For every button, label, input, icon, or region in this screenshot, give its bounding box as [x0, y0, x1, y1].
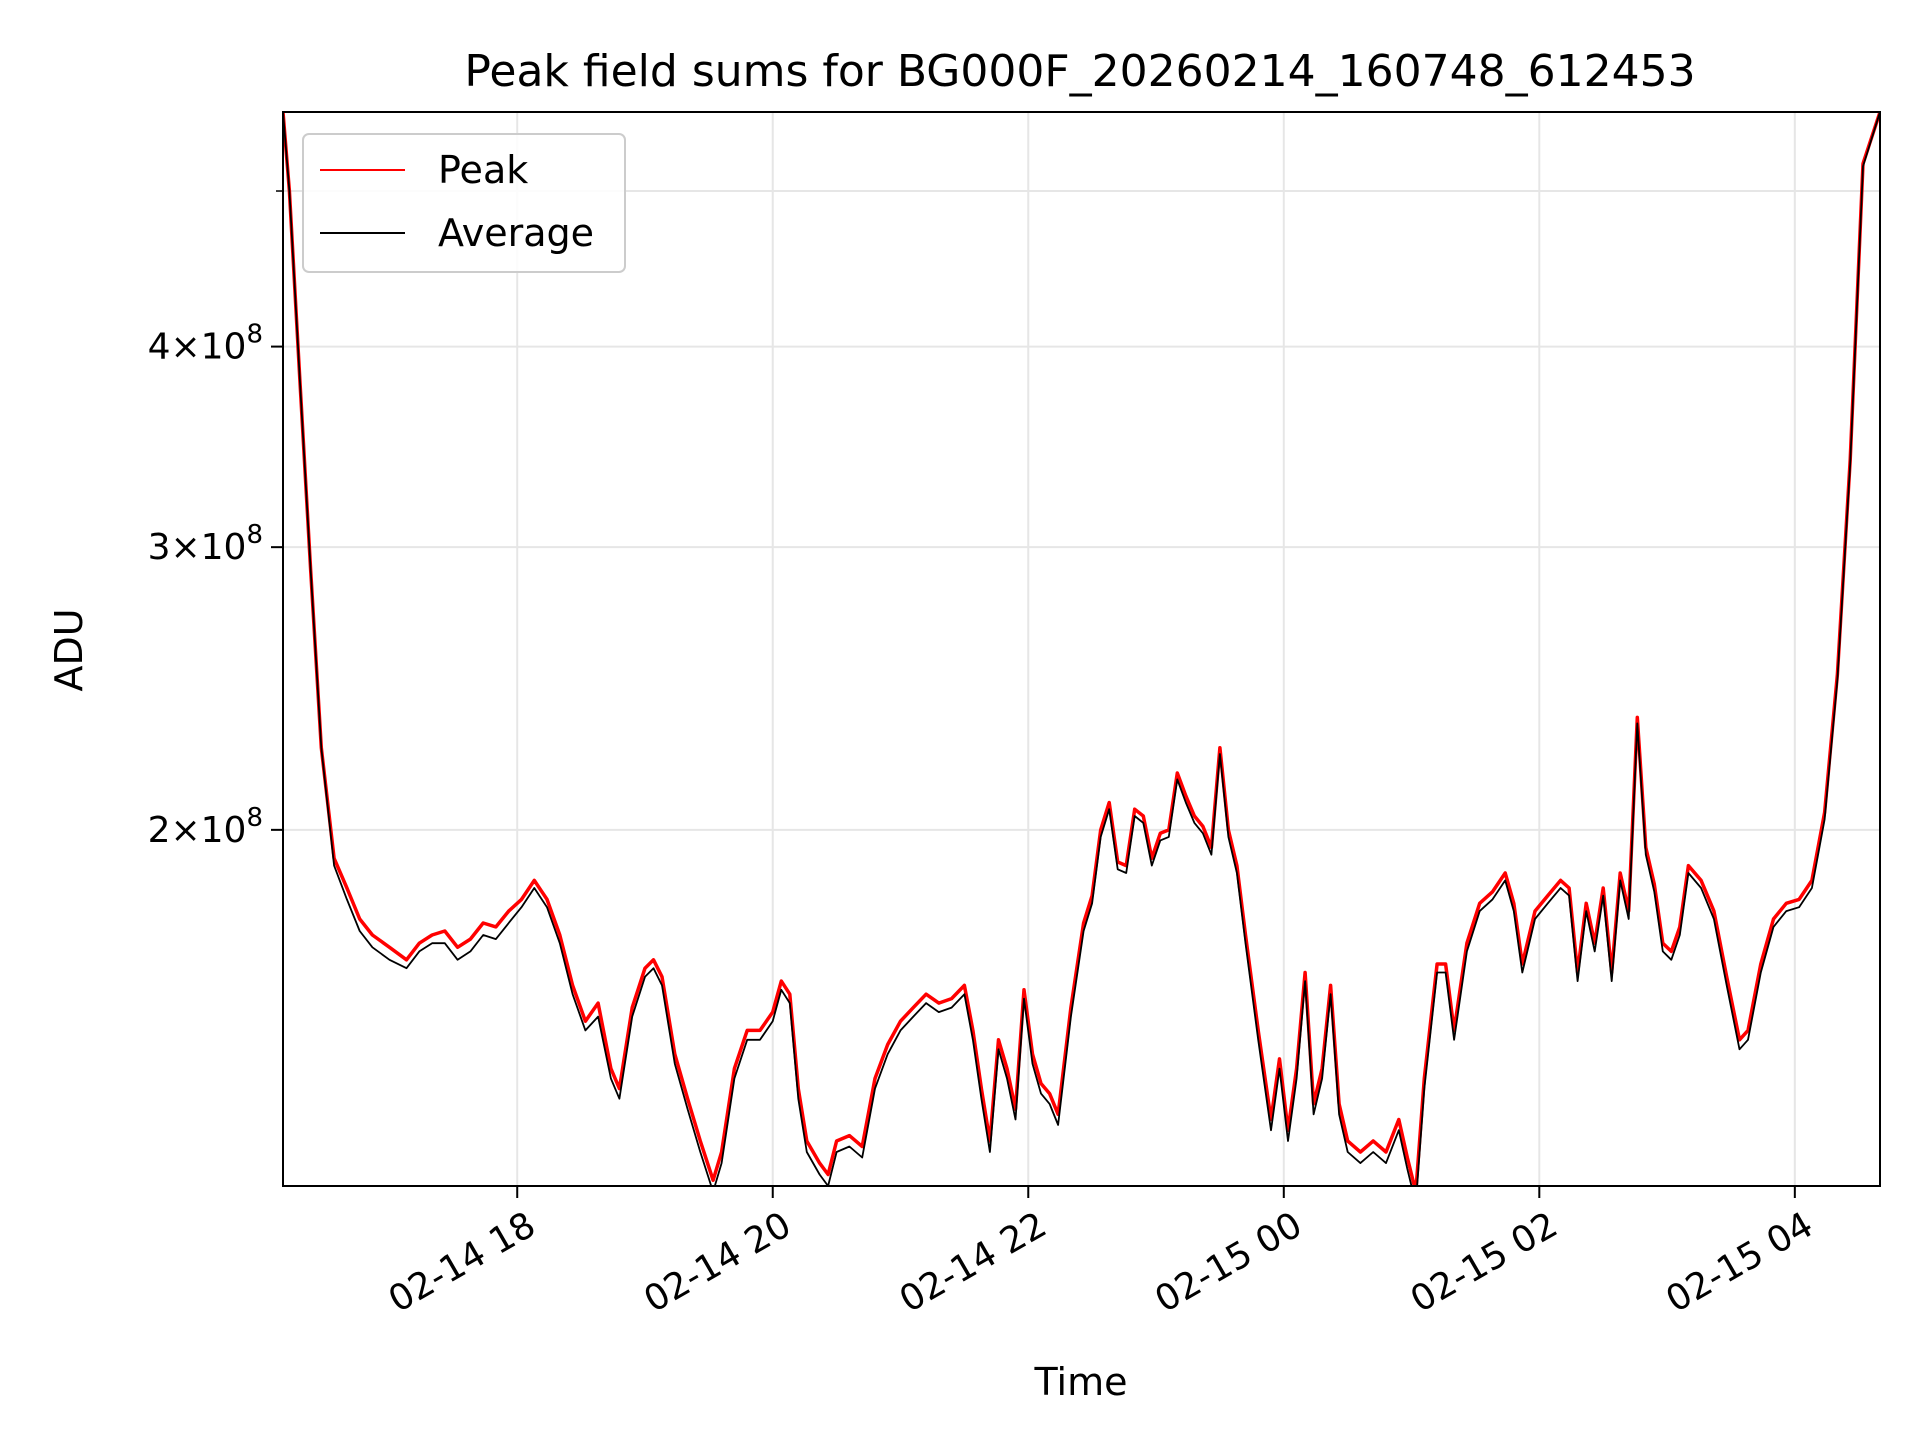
series-line-average — [283, 112, 1880, 1186]
legend: Peak Average — [302, 133, 626, 273]
legend-label-peak: Peak — [438, 148, 528, 192]
y-tick-label: 2×108 — [148, 803, 263, 851]
grid — [283, 112, 1880, 1186]
x-axis-label: Time — [1034, 1360, 1128, 1404]
legend-label-average: Average — [438, 211, 594, 255]
chart-title: Peak field sums for BG000F_20260214_1607… — [464, 46, 1695, 97]
y-tick-label: 4×108 — [148, 320, 263, 368]
y-tick-label: 3×108 — [148, 520, 263, 568]
y-axis: 2×108 3×108 4×108 — [148, 190, 283, 851]
series-group — [283, 112, 1880, 1186]
legend-box — [302, 133, 626, 273]
y-axis-label: ADU — [47, 608, 91, 691]
plot-frame — [282, 111, 1881, 1187]
